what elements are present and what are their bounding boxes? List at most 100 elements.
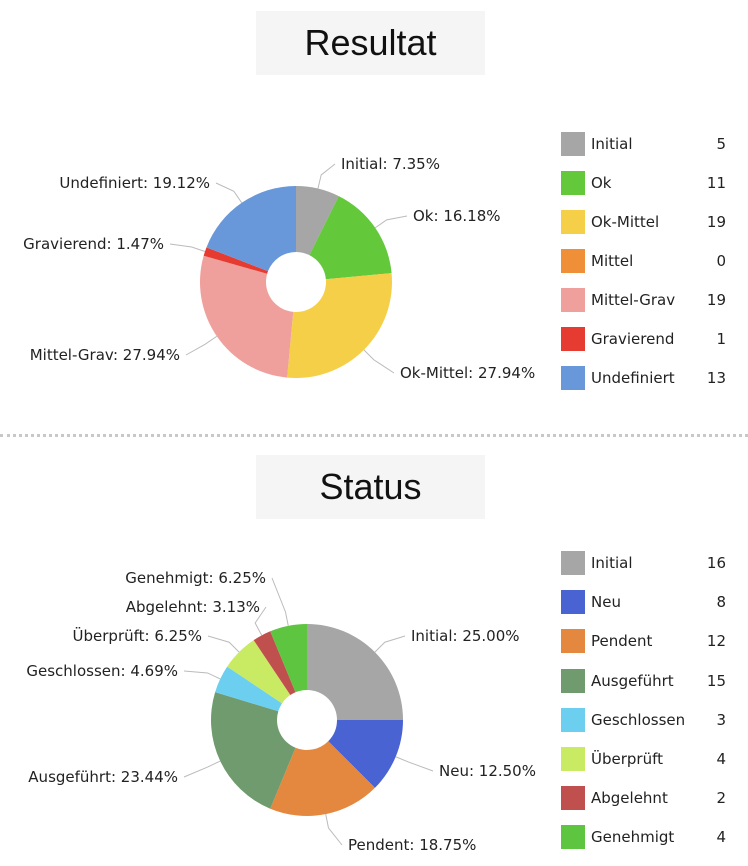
leader-line: [169, 243, 206, 252]
legend-label: Genehmigt: [591, 828, 675, 846]
pie-slice-initial[interactable]: [307, 624, 403, 720]
slice-label-ok-mittel: Ok-Mittel: 27.94%: [400, 364, 535, 382]
pie-slice-undefiniert[interactable]: [206, 186, 296, 272]
legend-value: 15: [706, 672, 726, 690]
slice-label-abgelehnt: Abgelehnt: 3.13%: [126, 598, 260, 616]
pie-slice-neu[interactable]: [328, 720, 403, 788]
legend-item-ausgefuehrt[interactable]: Ausgeführt 15: [561, 669, 726, 693]
legend-value: 11: [706, 174, 726, 192]
legend-item-mittel[interactable]: Mittel 0: [561, 249, 726, 273]
legend-swatch: [561, 366, 585, 390]
slice-label-undefiniert: Undefiniert: 19.12%: [59, 174, 210, 192]
slice-label-mittel-grav: Mittel-Grav: 27.94%: [30, 346, 180, 364]
legend-value: 4: [716, 828, 726, 846]
legend-item-geschlossen[interactable]: Geschlossen 3: [561, 708, 726, 732]
legend-swatch: [561, 747, 585, 771]
legend-item-abgelehnt[interactable]: Abgelehnt 2: [561, 786, 726, 810]
pie-slice-pendent[interactable]: [270, 741, 375, 817]
legend-swatch: [561, 590, 585, 614]
legend-item-initial[interactable]: Initial 16: [561, 551, 726, 575]
leader-line: [374, 215, 408, 229]
legend-item-pendent[interactable]: Pendent 12: [561, 629, 726, 653]
legend-item-ok-mittel[interactable]: Ok-Mittel 19: [561, 210, 726, 234]
legend-swatch: [561, 327, 585, 351]
legend-value: 4: [716, 750, 726, 768]
slice-label-initial: Initial: 7.35%: [341, 155, 440, 173]
legend-item-genehmigt[interactable]: Genehmigt 4: [561, 825, 726, 849]
pie-slice-mittel-grav[interactable]: [200, 255, 294, 378]
legend-item-initial[interactable]: Initial 5: [561, 132, 726, 156]
slice-label-genehmigt: Genehmigt: 6.25%: [125, 569, 266, 587]
legend-value: 2: [716, 789, 726, 807]
leader-line: [395, 756, 434, 772]
legend-value: 3: [716, 711, 726, 729]
legend-swatch: [561, 629, 585, 653]
pie-slice-genehmigt[interactable]: [270, 624, 307, 693]
leader-line: [183, 760, 221, 778]
slice-label-neu: Neu: 12.50%: [439, 762, 536, 780]
legend-swatch: [561, 210, 585, 234]
section-divider: [0, 434, 748, 437]
legend-label: Ok: [591, 174, 612, 192]
legend-label: Initial: [591, 135, 633, 153]
leader-line: [271, 577, 289, 626]
pie-slice-ueberprueft[interactable]: [227, 640, 291, 704]
legend-value: 5: [716, 135, 726, 153]
legend-swatch: [561, 708, 585, 732]
legend-resultat: Initial 5 Ok 11 Ok-Mittel 19 Mittel 0 Mi…: [561, 0, 748, 434]
legend-swatch: [561, 288, 585, 312]
legend-value: 12: [706, 632, 726, 650]
chart-title-resultat: Resultat: [256, 11, 485, 75]
legend-value: 16: [706, 554, 726, 572]
leader-line: [317, 163, 336, 189]
legend-item-mittel-grav[interactable]: Mittel-Grav 19: [561, 288, 726, 312]
slice-label-ausgefuehrt: Ausgeführt: 23.44%: [28, 768, 178, 786]
legend-value: 1: [716, 330, 726, 348]
legend-item-ueberprueft[interactable]: Überprüft 4: [561, 747, 726, 771]
legend-swatch: [561, 551, 585, 575]
leader-line: [363, 349, 395, 374]
pie-slice-geschlossen[interactable]: [215, 666, 283, 712]
slice-label-ueberprueft: Überprüft: 6.25%: [73, 626, 202, 645]
slice-label-initial: Initial: 25.00%: [411, 627, 520, 645]
pie-chart-resultat: Initial: 7.35% Ok: 16.18% Ok-Mittel: 27.94…: [23, 155, 535, 382]
leader-line: [183, 670, 221, 680]
pie-slice-initial[interactable]: [296, 186, 339, 256]
slice-label-pendent: Pendent: 18.75%: [348, 836, 476, 854]
leader-line: [254, 606, 267, 636]
legend-item-neu[interactable]: Neu 8: [561, 590, 726, 614]
pie-slice-abgelehnt[interactable]: [253, 631, 296, 696]
legend-label: Pendent: [591, 632, 653, 650]
legend-value: 19: [706, 213, 726, 231]
pie-slice-ok-mittel[interactable]: [287, 273, 392, 378]
legend-label: Gravierend: [591, 330, 675, 348]
slice-label-geschlossen: Geschlossen: 4.69%: [26, 662, 178, 680]
legend-value: 19: [706, 291, 726, 309]
pie-slice-ok[interactable]: [309, 196, 392, 280]
legend-label: Geschlossen: [591, 711, 686, 729]
pie-slice-gravierend[interactable]: [203, 247, 269, 274]
leader-line: [185, 335, 218, 356]
legend-label: Neu: [591, 593, 621, 611]
legend-label: Überprüft: [591, 750, 663, 768]
legend-item-undefiniert[interactable]: Undefiniert 13: [561, 366, 726, 390]
legend-label: Ausgeführt: [591, 672, 674, 690]
legend-label: Undefiniert: [591, 369, 675, 387]
legend-swatch: [561, 132, 585, 156]
legend-value: 8: [716, 593, 726, 611]
chart-title-status: Status: [256, 455, 485, 519]
legend-swatch: [561, 171, 585, 195]
legend-label: Mittel-Grav: [591, 291, 676, 309]
pie-slice-ausgefuehrt[interactable]: [211, 692, 296, 809]
legend-item-ok[interactable]: Ok 11: [561, 171, 726, 195]
legend-swatch: [561, 825, 585, 849]
legend-label: Mittel: [591, 252, 634, 270]
legend-label: Initial: [591, 554, 633, 572]
leader-line: [325, 814, 343, 846]
legend-value: 13: [706, 369, 726, 387]
legend-label: Abgelehnt: [591, 789, 668, 807]
legend-value: 0: [716, 252, 726, 270]
legend-item-gravierend[interactable]: Gravierend 1: [561, 327, 726, 351]
leader-line: [215, 182, 243, 204]
legend-status: Initial 16 Neu 8 Pendent 12 Ausgeführt 1…: [561, 0, 748, 866]
